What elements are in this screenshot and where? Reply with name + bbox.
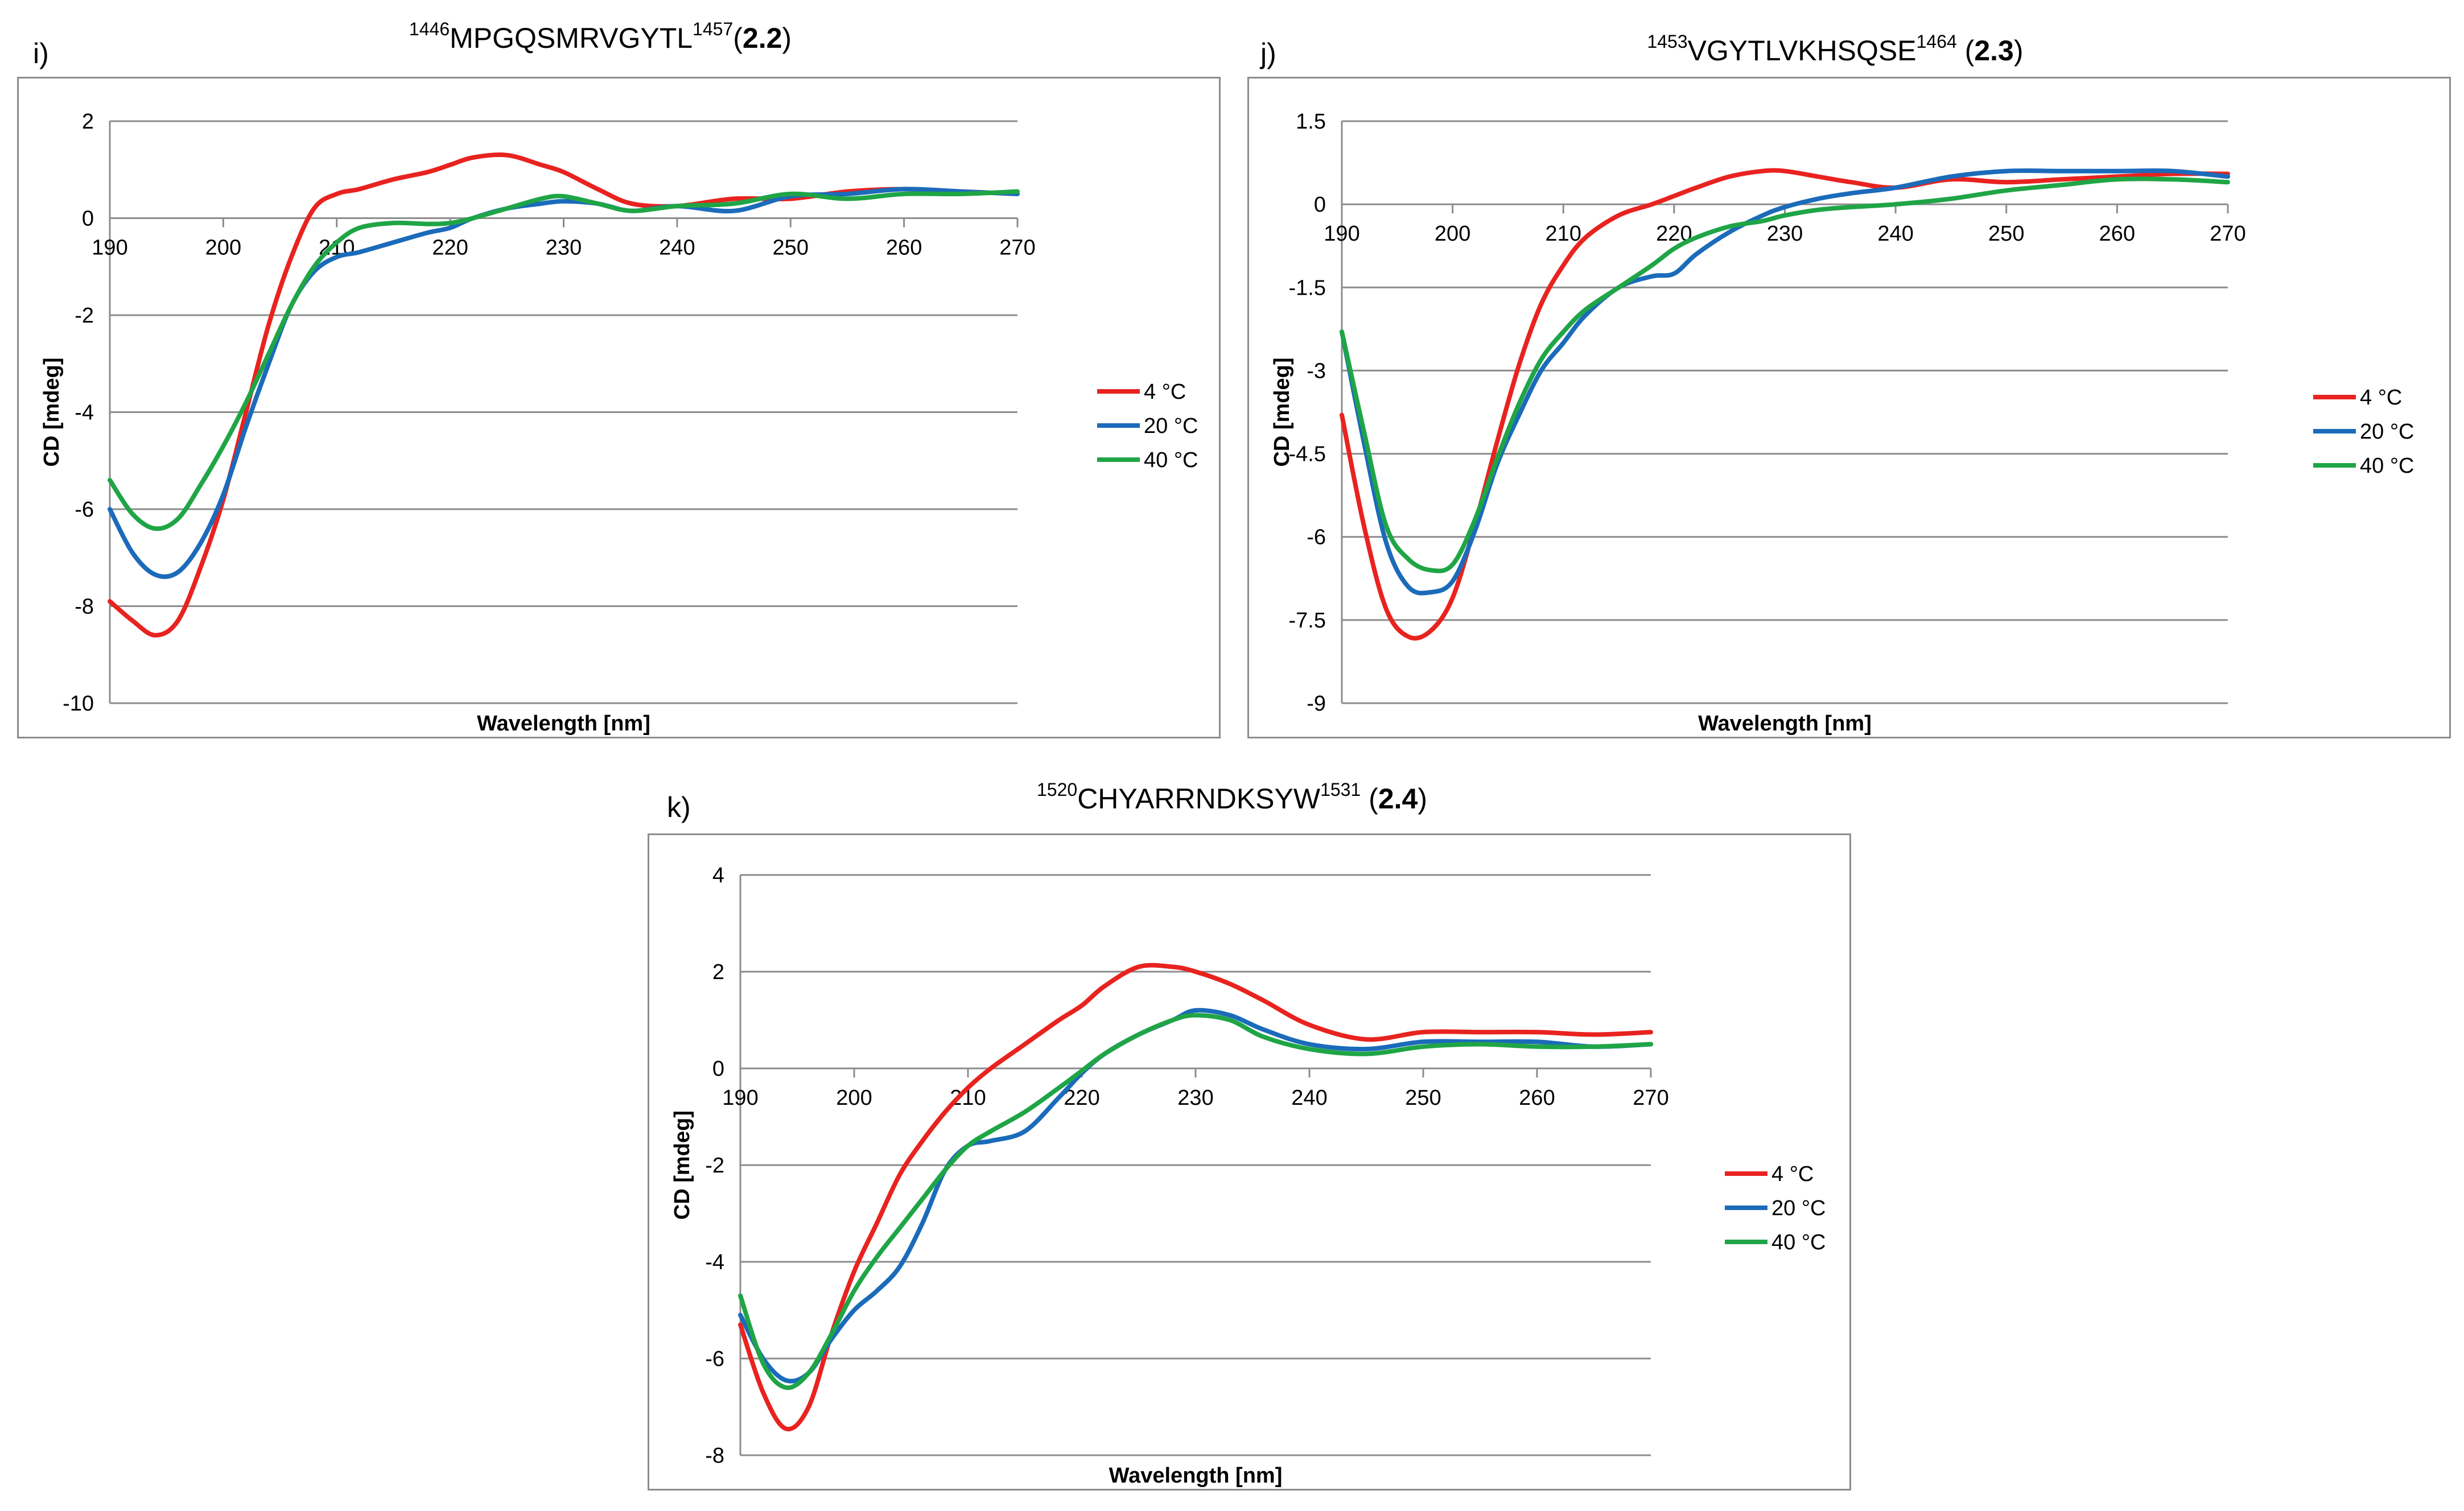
legend-label: 4 °C [1144,380,1186,404]
x-tick-label: 270 [999,236,1035,260]
y-tick-label: -6 [705,1347,724,1371]
x-tick-label: 220 [1064,1086,1099,1110]
x-tick-label: 200 [1435,222,1470,246]
x-tick-label: 250 [1988,222,2024,246]
x-tick-label: 230 [1767,222,1803,246]
x-tick-label: 220 [432,236,468,260]
panel-label-k: k) [667,791,691,823]
y-tick-label: -6 [1307,526,1326,550]
legend-label: 40 °C [1144,448,1198,472]
x-tick-label: 260 [2099,222,2135,246]
y-tick-label: -7.5 [1289,609,1326,633]
legend-label: 20 °C [2360,420,2414,444]
x-axis-title: Wavelength [nm] [477,712,650,736]
y-tick-label: -8 [75,595,94,619]
title-compound: 2.2 [742,22,782,54]
x-tick-label: 200 [205,236,241,260]
legend-label: 4 °C [2360,386,2402,410]
series-line-4c [738,963,1653,1431]
series-line-40c [108,189,1020,531]
series-line-20c [108,187,1020,579]
x-tick-label: 230 [1177,1086,1213,1110]
title-start-num: 1453 [1647,31,1688,52]
x-tick-label: 270 [2210,222,2245,246]
x-tick-label: 190 [92,236,127,260]
y-tick-label: -3 [1307,359,1326,383]
chart-title-k: 1520CHYARRNDKSYW1531 (2.4) [1037,779,1427,815]
x-axis-title: Wavelength [nm] [1698,712,1872,736]
y-axis-title: CD [mdeg] [1270,357,1294,466]
series-line-20c [1340,168,2230,596]
x-tick-label: 190 [1324,222,1359,246]
y-tick-label: 0 [712,1057,724,1081]
title-sequence: MPGQSMRVGYTL [450,22,693,54]
panel-label-i: i) [33,38,49,69]
y-tick-label: -4 [75,401,94,425]
y-tick-label: 0 [82,207,94,231]
x-tick-label: 210 [1546,222,1581,246]
y-tick-label: 2 [82,110,94,134]
title-sequence: CHYARRNDKSYW [1077,783,1321,815]
y-tick-label: 2 [712,960,724,984]
chart-frame-i: 2 0 -2 -4 -6 -8 -10 190 200 210 220 230 240 250 260 270… [17,77,1221,738]
y-tick-label: -2 [705,1154,724,1178]
x-tick-label: 200 [836,1086,872,1110]
x-tick-label: 190 [722,1086,758,1110]
y-tick-label: -9 [1307,692,1326,716]
x-tick-label: 260 [1519,1086,1555,1110]
y-axis-title: CD [mdeg] [40,357,64,466]
y-tick-label: -4.5 [1289,443,1326,466]
legend-label: 20 °C [1771,1196,1826,1220]
series-line-40c [738,1013,1653,1390]
chart-frame-j: 1.5 0 -1.5 -3 -4.5 -6 -7.5 -9 190 200 210 220 230 240… [1247,77,2451,738]
legend-label: 40 °C [1771,1231,1826,1254]
panel-label-j: j) [1260,38,1276,69]
legend-label: 40 °C [2360,454,2414,478]
title-start-num: 1446 [409,19,450,39]
y-tick-label: 4 [712,864,724,887]
x-tick-label: 230 [546,236,582,260]
x-tick-label: 250 [1405,1086,1441,1110]
x-tick-label: 240 [659,236,695,260]
y-tick-label: -8 [705,1444,724,1468]
title-start-num: 1520 [1037,779,1078,800]
x-tick-label: 240 [1291,1086,1327,1110]
x-tick-label: 270 [1633,1086,1668,1110]
title-end-num: 1464 [1916,31,1957,52]
title-end-num: 1531 [1320,779,1361,800]
y-tick-label: 1.5 [1296,110,1326,134]
x-tick-label: 250 [773,236,809,260]
y-axis-title: CD [mdeg] [670,1110,694,1220]
title-end-num: 1457 [693,19,734,39]
chart-title-j: 1453VGYTLVKHSQSE1464 (2.3) [1647,31,2024,67]
chart-title-i: 1446MPGQSMRVGYTL1457(2.2) [409,19,792,54]
chart-frame-k: 4 2 0 -2 -4 -6 -8 190 200 210 220 230 240 250 260 270 Wa… [648,833,1851,1491]
y-tick-label: -2 [75,304,94,328]
series-line-20c [738,1008,1653,1384]
y-tick-label: -10 [63,692,94,716]
series-line-4c [1340,168,2230,641]
title-compound: 2.3 [1974,35,2014,67]
x-tick-label: 260 [886,236,922,260]
x-tick-label: 240 [1877,222,1913,246]
series-line-40c [1340,176,2230,573]
x-axis-title: Wavelength [nm] [1109,1464,1283,1488]
y-tick-label: -1.5 [1289,276,1326,300]
y-tick-label: 0 [1314,193,1326,217]
title-sequence: VGYTLVKHSQSE [1687,35,1917,67]
y-tick-label: -4 [705,1250,724,1274]
y-tick-label: -6 [75,498,94,522]
title-compound: 2.4 [1378,783,1418,815]
legend-label: 4 °C [1771,1162,1814,1186]
legend-label: 20 °C [1144,414,1198,438]
